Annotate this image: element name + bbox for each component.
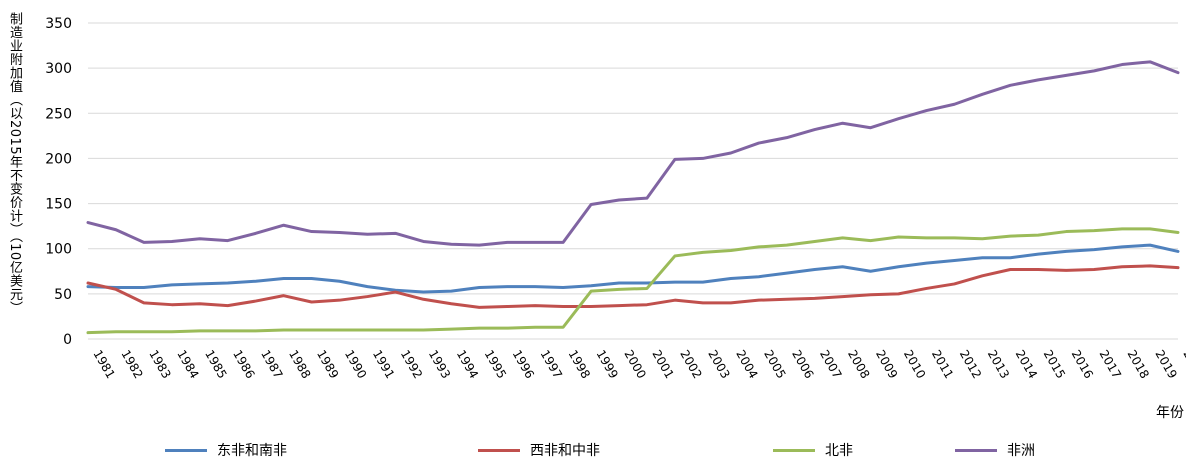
x-tick-label: 1997 xyxy=(538,348,565,381)
series-line-2 xyxy=(86,227,1180,335)
y-tick-label: 100 xyxy=(45,242,72,258)
y-tick-label: 300 xyxy=(45,61,72,77)
x-tick-labels: 1981 1982 1983 1984 1985 1986 1987 1988 1989 1990… xyxy=(90,348,1186,381)
x-tick-label: 1987 xyxy=(258,348,285,381)
series-line-1 xyxy=(86,264,1180,309)
x-tick-label: 2018 xyxy=(1125,348,1152,381)
legend-item-north-africa: 北非 xyxy=(773,440,853,460)
y-tick-label: 350 xyxy=(45,16,72,32)
x-tick-label: 2010 xyxy=(901,348,928,381)
legend-swatch-africa xyxy=(955,448,997,452)
x-tick-label: 1983 xyxy=(146,348,173,381)
x-axis-label: 年份 xyxy=(1156,405,1184,421)
x-tick-label: 1995 xyxy=(482,348,509,381)
x-tick-label: 2015 xyxy=(1041,348,1068,381)
legend-label-africa: 非洲 xyxy=(1007,443,1035,459)
legend-item-west-central-africa: 西非和中非 xyxy=(478,440,600,460)
x-tick-label: 2001 xyxy=(649,348,676,381)
x-tick-label: 2005 xyxy=(761,348,788,381)
legend-swatch-west-central-africa xyxy=(478,448,520,452)
gridlines xyxy=(88,22,1178,340)
legend: 东非和南非 西非和中非 北非 非洲 xyxy=(0,440,1186,460)
x-tick-label: 2004 xyxy=(733,348,760,381)
x-tick-label: 1989 xyxy=(314,348,341,381)
x-tick-label: 1984 xyxy=(174,348,201,381)
series-lines xyxy=(86,60,1180,335)
legend-label-north-africa: 北非 xyxy=(825,443,853,459)
legend-swatch-east-south-africa xyxy=(165,448,207,452)
x-tick-label: 2007 xyxy=(817,348,844,381)
x-tick-label: 2002 xyxy=(677,348,704,381)
legend-label-east-south-africa: 东非和南非 xyxy=(217,443,287,459)
x-tick-label: 1985 xyxy=(202,348,229,381)
x-tick-label: 1998 xyxy=(566,348,593,381)
x-tick-label: 2014 xyxy=(1013,348,1040,381)
x-tick-label: 2012 xyxy=(957,348,984,381)
x-tick-label: 1991 xyxy=(370,348,397,381)
x-tick-label: 1992 xyxy=(398,348,425,381)
series-line-3 xyxy=(86,60,1180,247)
x-tick-label: 2016 xyxy=(1069,348,1096,381)
x-tick-label: 2017 xyxy=(1097,348,1124,381)
x-tick-label: 2019 xyxy=(1152,348,1179,381)
x-tick-label: 1990 xyxy=(342,348,369,381)
x-tick-label: 2009 xyxy=(873,348,900,381)
legend-item-africa: 非洲 xyxy=(955,440,1035,460)
legend-label-west-central-africa: 西非和中非 xyxy=(530,443,600,459)
x-tick-label: 1996 xyxy=(510,348,537,381)
x-tick-label: 2011 xyxy=(929,348,956,381)
y-axis-label: 制造业附加值（以2015年不变价计）（10亿美元） xyxy=(7,12,22,315)
x-tick-label: 1999 xyxy=(593,348,620,381)
legend-swatch-north-africa xyxy=(773,448,815,452)
x-tick-label: 1988 xyxy=(286,348,313,381)
x-tick-label: 2003 xyxy=(705,348,732,381)
y-tick-label: 250 xyxy=(45,106,72,122)
x-tick-label: 2006 xyxy=(789,348,816,381)
y-tick-label: 200 xyxy=(45,151,72,167)
x-tick-label: 1986 xyxy=(230,348,257,381)
y-tick-label: 50 xyxy=(54,287,72,303)
x-tick-label: 1981 xyxy=(90,348,117,381)
x-tick-label: 2020 xyxy=(1180,348,1186,381)
x-tick-label: 2008 xyxy=(845,348,872,381)
x-tick-label: 2013 xyxy=(985,348,1012,381)
legend-item-east-south-africa: 东非和南非 xyxy=(165,440,287,460)
x-tick-label: 1993 xyxy=(426,348,453,381)
x-tick-label: 1994 xyxy=(454,348,481,381)
y-tick-label: 150 xyxy=(45,197,72,213)
x-tick-label: 1982 xyxy=(118,348,145,381)
series-line-0 xyxy=(86,243,1180,294)
y-tick-labels: 0 50 100 150 200 250 300 350 xyxy=(45,16,72,348)
y-tick-label: 0 xyxy=(63,332,72,348)
x-tick-label: 2000 xyxy=(621,348,648,381)
